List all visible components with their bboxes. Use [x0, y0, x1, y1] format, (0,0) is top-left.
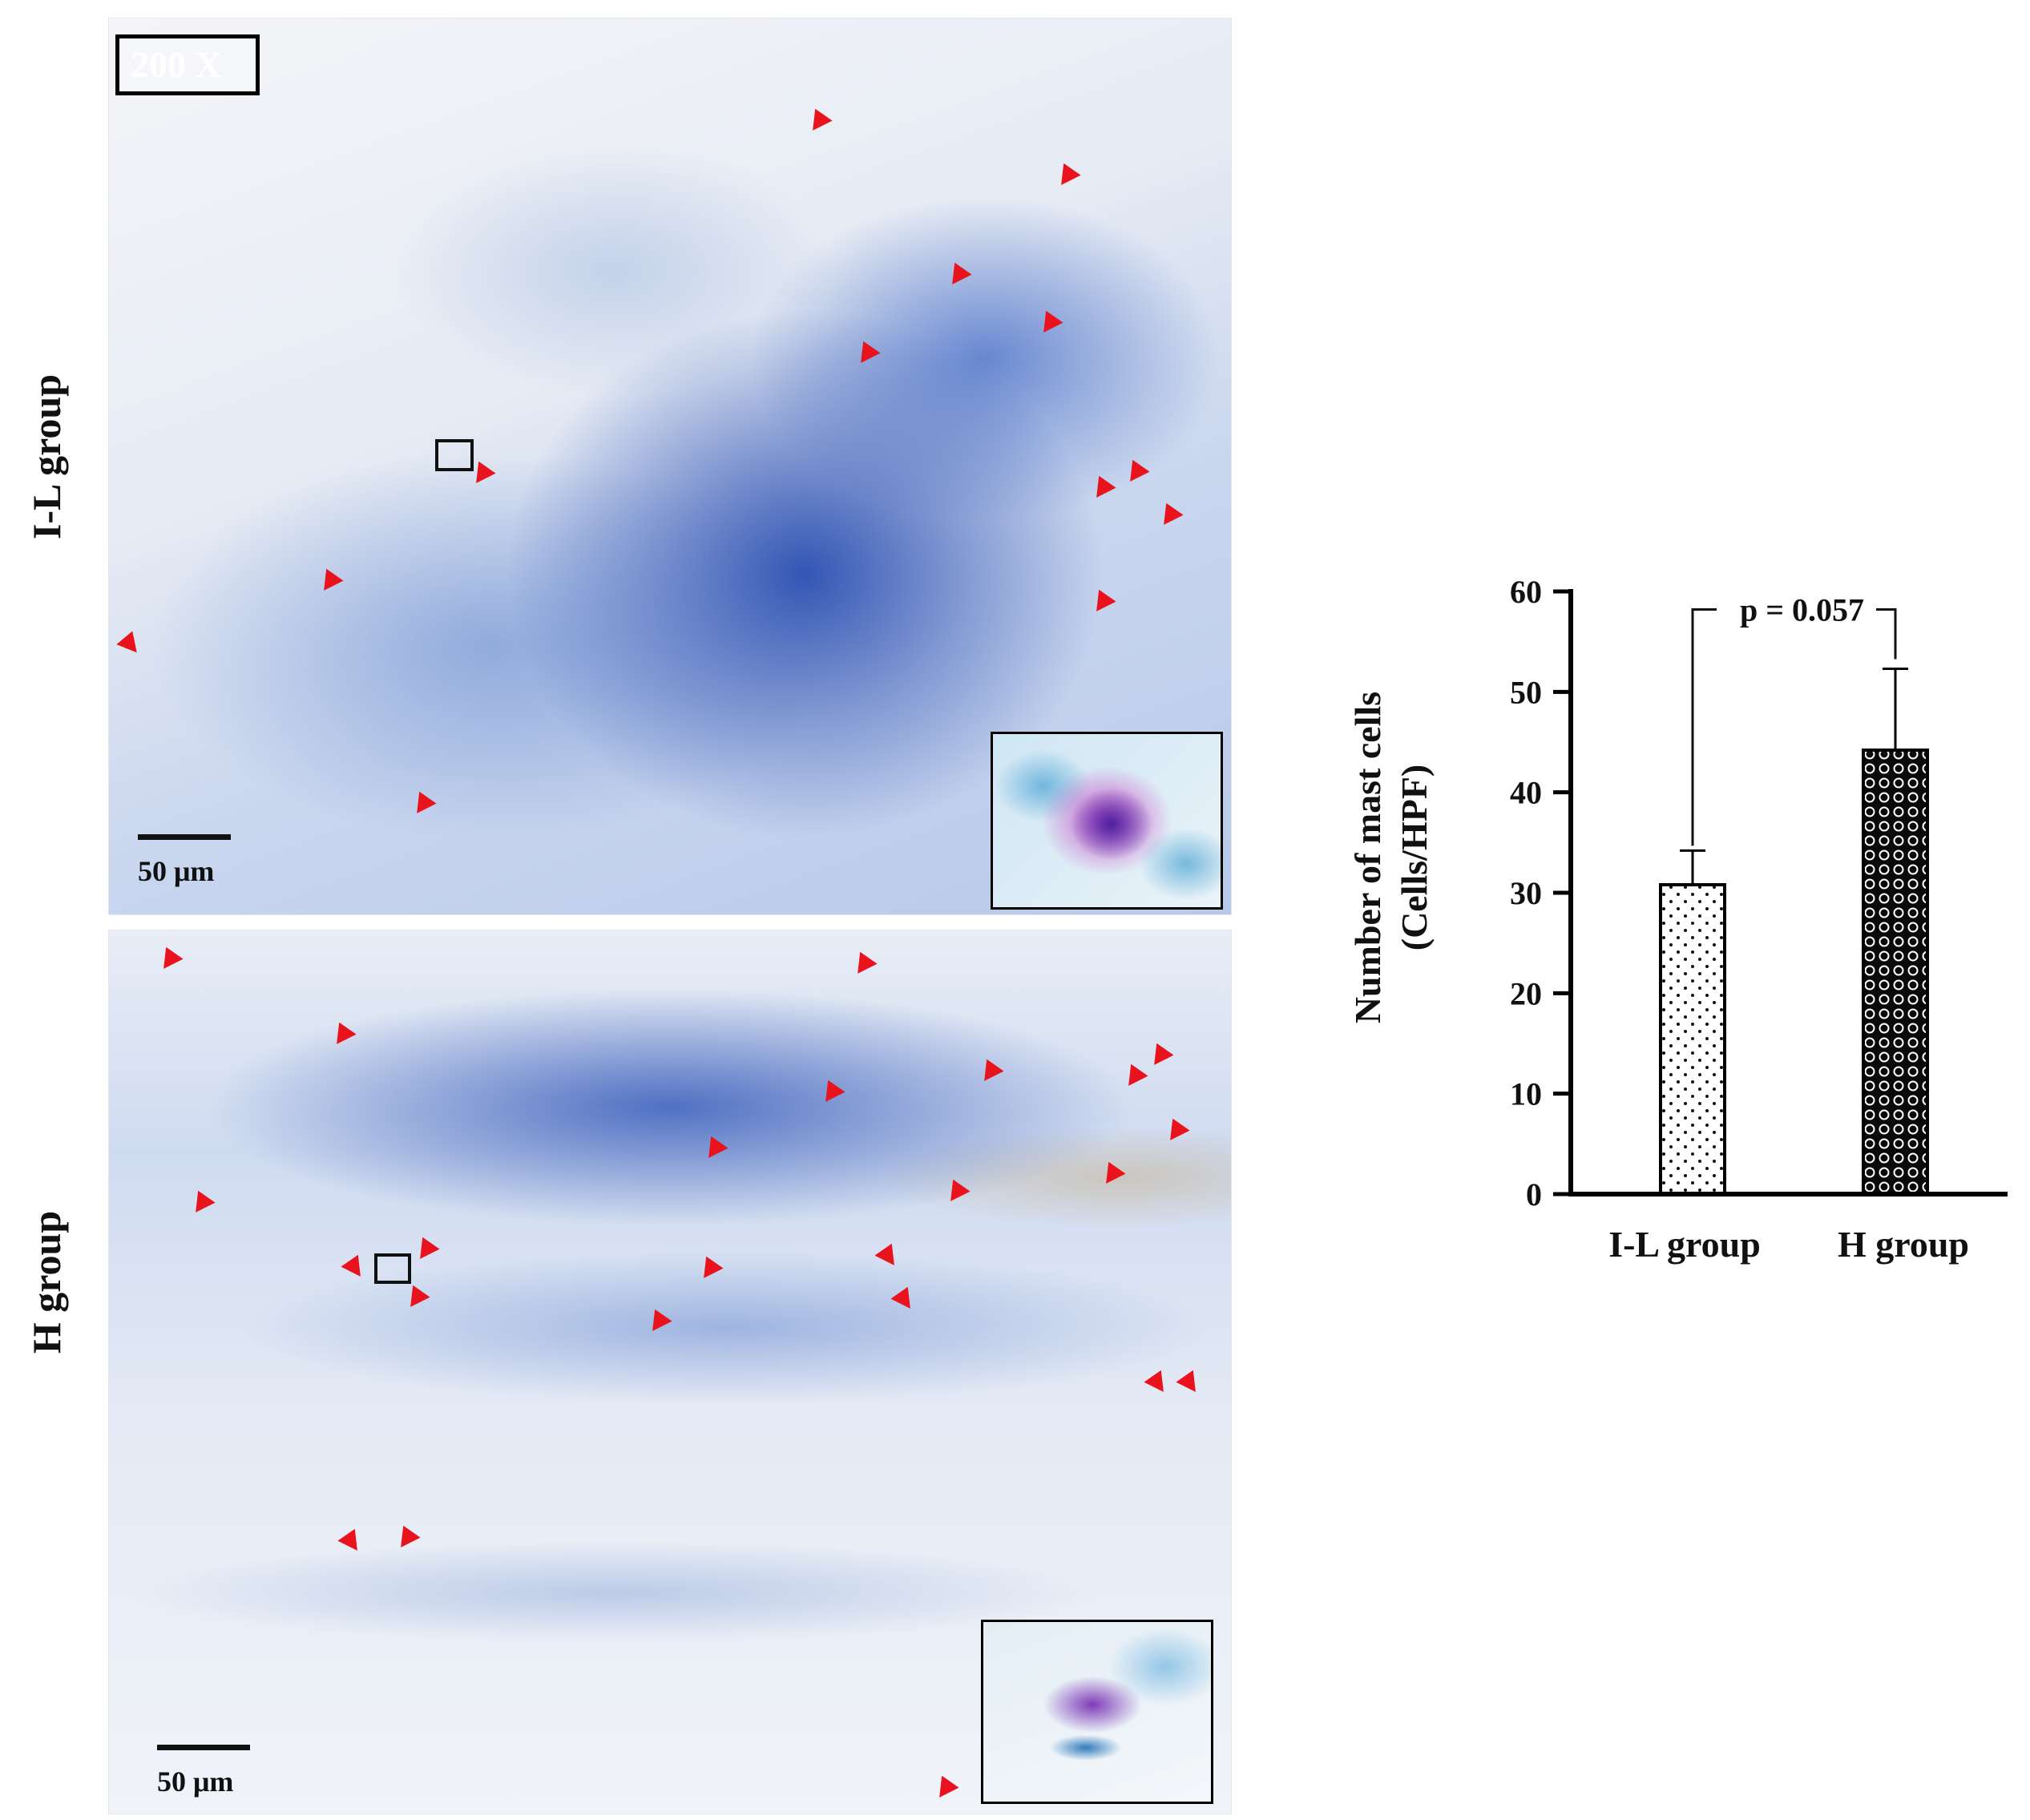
scale-bar-line — [138, 834, 231, 840]
mast-cell-arrow — [804, 108, 833, 137]
y-axis-units: (Cells/HPF) — [1394, 765, 1435, 951]
y-tick-label: 0 — [1526, 1176, 1542, 1213]
mast-cell-arrow — [943, 262, 972, 291]
significance-bracket — [1691, 608, 1897, 846]
mast-cell-arrow — [975, 1059, 1004, 1088]
magnification-label: 200 X — [115, 34, 260, 95]
scale-bar-line — [157, 1745, 250, 1750]
mast-cell-arrow — [337, 1528, 366, 1557]
magnified-inset — [981, 1620, 1213, 1804]
scale-bar-label: 50 μm — [138, 855, 215, 887]
row-label-il-group: I-L group — [22, 264, 71, 649]
mast-cell-arrow — [852, 341, 881, 369]
mast-cell-arrow — [695, 1256, 724, 1285]
y-tick-label: 10 — [1510, 1076, 1542, 1112]
mast-cell-arrow — [1035, 310, 1063, 339]
y-tick-label: 20 — [1510, 975, 1542, 1011]
row-label-il-text: I-L group — [24, 373, 70, 540]
mast-cell-arrow — [1145, 1043, 1174, 1071]
mast-cell-bar-chart: Number of mast cells (Cells/HPF) 0 10 20 30… — [1347, 574, 2008, 1265]
mast-cell-arrow — [930, 1775, 959, 1804]
region-of-interest-box — [374, 1253, 411, 1284]
mast-cell-arrow — [116, 631, 145, 660]
y-tick-label: 60 — [1510, 574, 1542, 610]
bar-il-group — [1659, 882, 1726, 1196]
mast-cell-arrow — [1176, 1370, 1205, 1398]
mast-cell-arrow — [942, 1179, 971, 1208]
x-axis-category-labels: I-L group H group — [1608, 1224, 1969, 1265]
mast-cell-arrow — [402, 1285, 430, 1314]
row-label-h-group: H group — [22, 1090, 71, 1475]
mast-cell-arrow — [315, 568, 344, 597]
p-value-annotation: p = 0.057 — [1740, 592, 1864, 628]
x-category-label: I-L group — [1608, 1224, 1761, 1265]
mast-cell-arrow — [1088, 589, 1116, 618]
y-tick-label: 40 — [1510, 775, 1542, 811]
y-axis-title: Number of mast cells (Cells/HPF) — [1347, 692, 1435, 1023]
mast-cell-arrow — [700, 1136, 728, 1164]
mast-cell-arrow — [408, 791, 437, 820]
x-category-label: H group — [1838, 1224, 1969, 1265]
error-bars — [1680, 668, 1908, 885]
mast-cell-arrow — [1155, 502, 1184, 531]
y-tick-label: 50 — [1510, 674, 1542, 710]
mast-cell-arrow — [874, 1243, 903, 1272]
mast-cell-arrow — [1088, 475, 1116, 504]
mast-cell-arrow — [341, 1254, 369, 1283]
mast-cell-arrow — [1144, 1370, 1172, 1398]
row-label-h-text: H group — [24, 1210, 70, 1354]
scale-bar: 50 μm — [138, 834, 231, 888]
mast-cell-arrow — [1052, 163, 1081, 192]
micrograph-il-group: 200 X 50 μm — [108, 18, 1232, 915]
mast-cell-arrow — [392, 1525, 421, 1554]
bars — [1659, 749, 1929, 1196]
mast-cell-arrow — [817, 1079, 845, 1108]
scale-bar: 50 μm — [157, 1745, 250, 1798]
mast-cell-arrow — [1161, 1118, 1190, 1147]
mast-cell-arrow — [328, 1022, 357, 1051]
mast-cell-arrow — [644, 1309, 672, 1338]
y-axis-ticks: 0 10 20 30 40 50 60 — [1510, 574, 1571, 1213]
mast-cell-arrow — [1097, 1161, 1126, 1190]
region-of-interest-box — [435, 439, 474, 471]
mast-cell-arrow — [1121, 459, 1150, 488]
mast-cell-arrow — [155, 946, 184, 975]
mast-cell-arrow — [187, 1190, 216, 1219]
mast-cell-arrow — [849, 951, 878, 980]
bar-h-group — [1862, 749, 1929, 1196]
magnified-inset — [991, 732, 1223, 910]
y-axis-label: Number of mast cells — [1347, 692, 1388, 1023]
y-tick-label: 30 — [1510, 875, 1542, 911]
scale-bar-label: 50 μm — [157, 1766, 234, 1798]
mast-cell-arrow — [1120, 1063, 1148, 1092]
micrograph-h-group: 50 μm — [108, 930, 1232, 1814]
mast-cell-arrow — [890, 1286, 919, 1315]
mast-cell-arrow — [411, 1237, 440, 1265]
